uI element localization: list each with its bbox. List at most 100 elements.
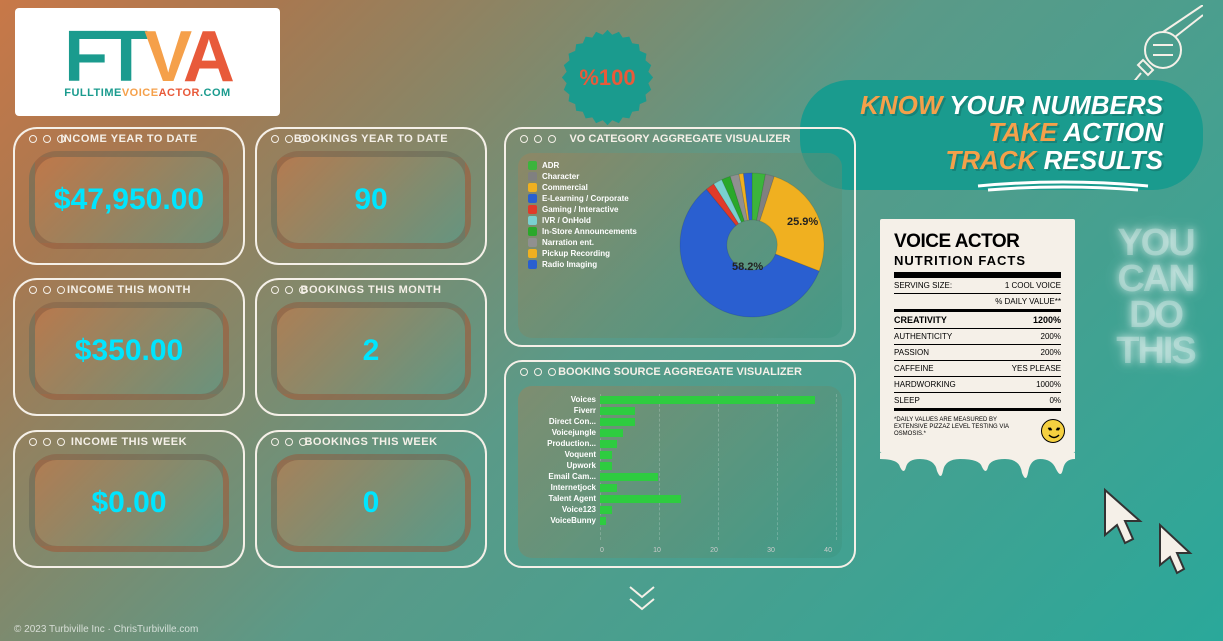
bar-row: Voices [528,394,832,405]
nutrition-serving: SERVING SIZE:1 COOL VOICE [894,278,1061,294]
panel-dots [271,135,307,143]
vo-category-panel: VO CATEGORY AGGREGATE VISUALIZER ADR Char… [504,127,856,347]
bar-row: Voicejungle [528,427,832,438]
logo-subtitle: FULLTIMEVOICEACTOR.COM [64,87,230,99]
logo-letters: FTVA [64,25,231,90]
bar-row: Talent Agent [528,493,832,504]
bar-row: Internetjock [528,482,832,493]
bar-row: Email Cam... [528,471,832,482]
booking-source-chart: Voices Fiverr Direct Con... Voicejungle … [518,386,842,558]
bar-label: Voicejungle [528,428,600,437]
bar-row: Fiverr [528,405,832,416]
bar-fill [600,418,635,426]
bar-row: Production... [528,438,832,449]
logo-letter-a: A [183,17,231,97]
kpi-pill: 90 [271,151,471,249]
booking-source-title: BOOKING SOURCE AGGREGATE VISUALIZER [506,362,854,382]
bar-fill [600,440,617,448]
bar-label: Voices [528,395,600,404]
percent-badge: %100 [560,30,655,125]
kpi-pill: $47,950.00 [29,151,229,249]
kpi-pill: 2 [271,302,471,400]
kpi-panel: BOOKINGS YEAR TO DATE 90 [255,127,487,265]
pie-label: 25.9% [787,216,818,228]
vo-category-chart: ADRCharacterCommercialE-Learning / Corpo… [518,153,842,338]
pie-label: 58.2% [732,261,763,273]
pie-chart: 58.2% 25.9% [672,165,832,325]
nutrition-row: PASSION200% [894,345,1061,361]
bar-fill [600,396,815,404]
kpi-panel: INCOME YEAR TO DATE $47,950.00 [13,127,245,265]
logo-letter-v: V [144,17,183,97]
nutrition-row: AUTHENTICITY200% [894,329,1061,345]
legend-item: ADR [528,161,637,170]
bar-label: Voice123 [528,505,600,514]
bar-fill [600,407,635,415]
smiley-icon [1041,419,1065,443]
bar-label: Internetjock [528,483,600,492]
panel-dots [520,135,556,143]
kpi-panel: INCOME THIS MONTH $350.00 [13,278,245,416]
booking-source-panel: BOOKING SOURCE AGGREGATE VISUALIZER Voic… [504,360,856,568]
headline-line-2: TAKE ACTION [860,119,1163,146]
bar-label: Fiverr [528,406,600,415]
nutrition-dv: % DAILY VALUE** [894,294,1061,312]
bar-label: VoiceBunny [528,516,600,525]
bar-label: Production... [528,439,600,448]
legend-item: Radio Imaging [528,260,637,269]
bar-label: Direct Con... [528,417,600,426]
legend-item: E-Learning / Corporate [528,194,637,203]
kpi-value: 0 [363,486,380,520]
bar-label: Email Cam... [528,472,600,481]
bar-row: VoiceBunny [528,515,832,526]
bar-row: Voquent [528,449,832,460]
logo-letter-t: T [104,17,144,97]
panel-dots [29,286,65,294]
legend-item: In-Store Announcements [528,227,637,236]
nutrition-row: CREATIVITY1200% [894,312,1061,329]
kpi-value: 90 [354,183,387,217]
kpi-value: 2 [363,334,380,368]
bar-fill [600,484,617,492]
copyright-text: © 2023 Turbiville Inc · ChrisTurbiville.… [14,624,198,635]
bar-fill [600,451,612,459]
cursor-icon [1150,520,1205,585]
panel-dots [29,135,65,143]
bar-fill [600,506,612,514]
panel-dots [271,438,307,446]
kpi-value: $0.00 [91,486,166,520]
kpi-panel: BOOKINGS THIS WEEK 0 [255,430,487,568]
cursor-icon [1095,485,1155,555]
nutrition-facts-card: VOICE ACTOR NUTRITION FACTS SERVING SIZE… [880,219,1075,453]
kpi-pill: $0.00 [29,454,229,552]
bar-axis: 010203040 [600,547,832,554]
legend-item: Gaming / Interactive [528,205,637,214]
legend-item: Character [528,172,637,181]
bar-fill [600,517,606,525]
headline-line-1: KNOW YOUR NUMBERS [860,92,1163,119]
nutrition-row: SLEEP0% [894,393,1061,411]
kpi-pill: 0 [271,454,471,552]
headline-banner: KNOW YOUR NUMBERS TAKE ACTION TRACK RESU… [800,80,1203,190]
bar-label: Talent Agent [528,494,600,503]
kpi-value: $350.00 [75,334,183,368]
chevron-down-icon[interactable] [622,581,662,621]
pie-legend: ADRCharacterCommercialE-Learning / Corpo… [528,161,637,271]
legend-item: Narration ent. [528,238,637,247]
bar-fill [600,462,612,470]
bar-label: Upwork [528,461,600,470]
nutrition-footnote: *DAILY VALUES ARE MEASURED BY EXTENSIVE … [894,417,1061,439]
vo-category-title: VO CATEGORY AGGREGATE VISUALIZER [506,129,854,149]
panel-dots [29,438,65,446]
bar-fill [600,473,658,481]
nutrition-h1: VOICE ACTOR [894,231,1061,253]
kpi-value: $47,950.00 [54,183,204,217]
panel-dots [271,286,307,294]
panel-dots [520,368,556,376]
nutrition-row: HARDWORKING1000% [894,377,1061,393]
neon-text: YOU CAN DO THIS [1108,225,1203,369]
percent-badge-text: %100 [579,65,635,91]
bar-label: Voquent [528,450,600,459]
bar-row: Voice123 [528,504,832,515]
underline-swoosh-icon [973,180,1153,192]
